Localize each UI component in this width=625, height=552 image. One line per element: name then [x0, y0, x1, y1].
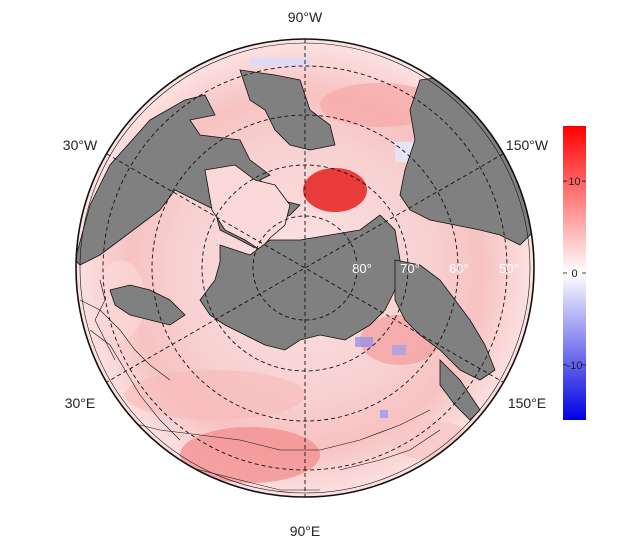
land-arctic-center [199, 214, 401, 351]
colorbar: 10 0 -10 [563, 126, 586, 420]
colorbar-tick-label: -10 [567, 360, 583, 372]
lon-label-upper-right: 150°W [506, 137, 549, 153]
graticule [102, 39, 508, 497]
lon-label-upper-left: 30°W [63, 137, 98, 153]
lon-label-top: 90°W [288, 9, 323, 25]
meridian-150w-30e [106, 153, 504, 383]
land-greenland [204, 164, 291, 251]
meridian-30w-150e [106, 153, 504, 383]
colorbar-tick-label: 0 [571, 268, 577, 280]
land-scandinavia [109, 284, 186, 326]
colorbar-gradient [563, 126, 586, 420]
land-canadian-archipelago [239, 69, 336, 151]
map-border-inner [79, 42, 531, 494]
land-kamchatka [439, 359, 481, 421]
land-masses [76, 69, 534, 421]
map-border [75, 38, 535, 498]
lon-label-lower-right: 150°E [508, 395, 546, 411]
lat-label-50: 50° [499, 261, 519, 276]
lon-label-bottom: 90°E [290, 523, 321, 539]
lat-label-80: 80° [352, 261, 372, 276]
lat-label-70: 70° [400, 261, 420, 276]
latitude-circle-80 [252, 215, 358, 321]
colorbar-tick-label: 10 [568, 176, 580, 188]
land-siberia-east-lobe [394, 259, 496, 381]
lat-label-60: 60° [449, 261, 469, 276]
lon-label-lower-left: 30°E [65, 395, 96, 411]
